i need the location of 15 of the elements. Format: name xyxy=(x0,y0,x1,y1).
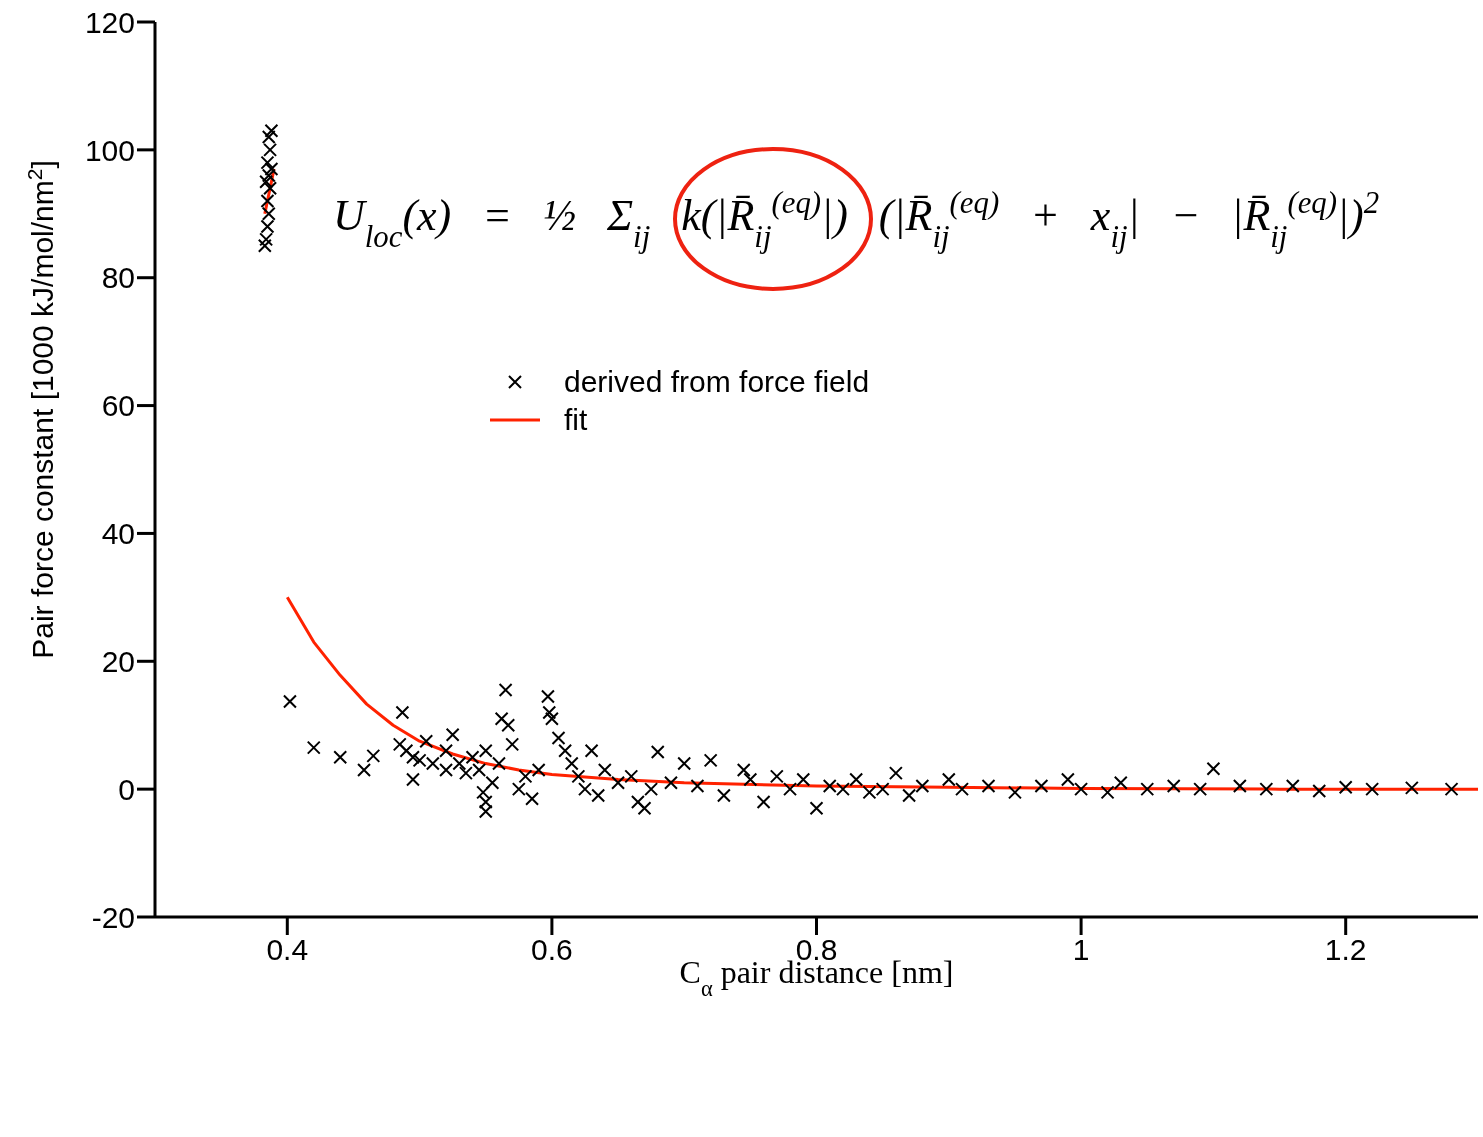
y-tick-label: 120 xyxy=(84,5,135,39)
y-tick-label: 80 xyxy=(101,261,135,295)
y-tick-label: 100 xyxy=(84,133,135,167)
text: U$_{loc}$(x) = ½ Σ$_{ij}$ k(|R̄$_{ij}$$^{(eq)}$|) (|R̄$_{ij}$$^{(eq)}$ + x$_{ij}$| − |R̄$_{ij}$$^{(eq)}$|)$^{2}$ xyxy=(333,186,1380,254)
x-tick-label: 0.4 xyxy=(266,933,309,967)
y-tick-label: 60 xyxy=(101,389,135,423)
y-tick-label: 40 xyxy=(101,517,135,551)
x-tick-label: 0.6 xyxy=(531,933,573,967)
legend-label: fit xyxy=(564,403,588,437)
y-tick-label: 20 xyxy=(101,644,135,678)
legend-label: derived from force field xyxy=(564,365,870,399)
y-tick-label: -20 xyxy=(91,900,135,934)
x-tick-label: 1.2 xyxy=(1324,933,1367,967)
x-tick-label: 1 xyxy=(1072,933,1090,967)
y-tick-label: 0 xyxy=(118,772,135,806)
